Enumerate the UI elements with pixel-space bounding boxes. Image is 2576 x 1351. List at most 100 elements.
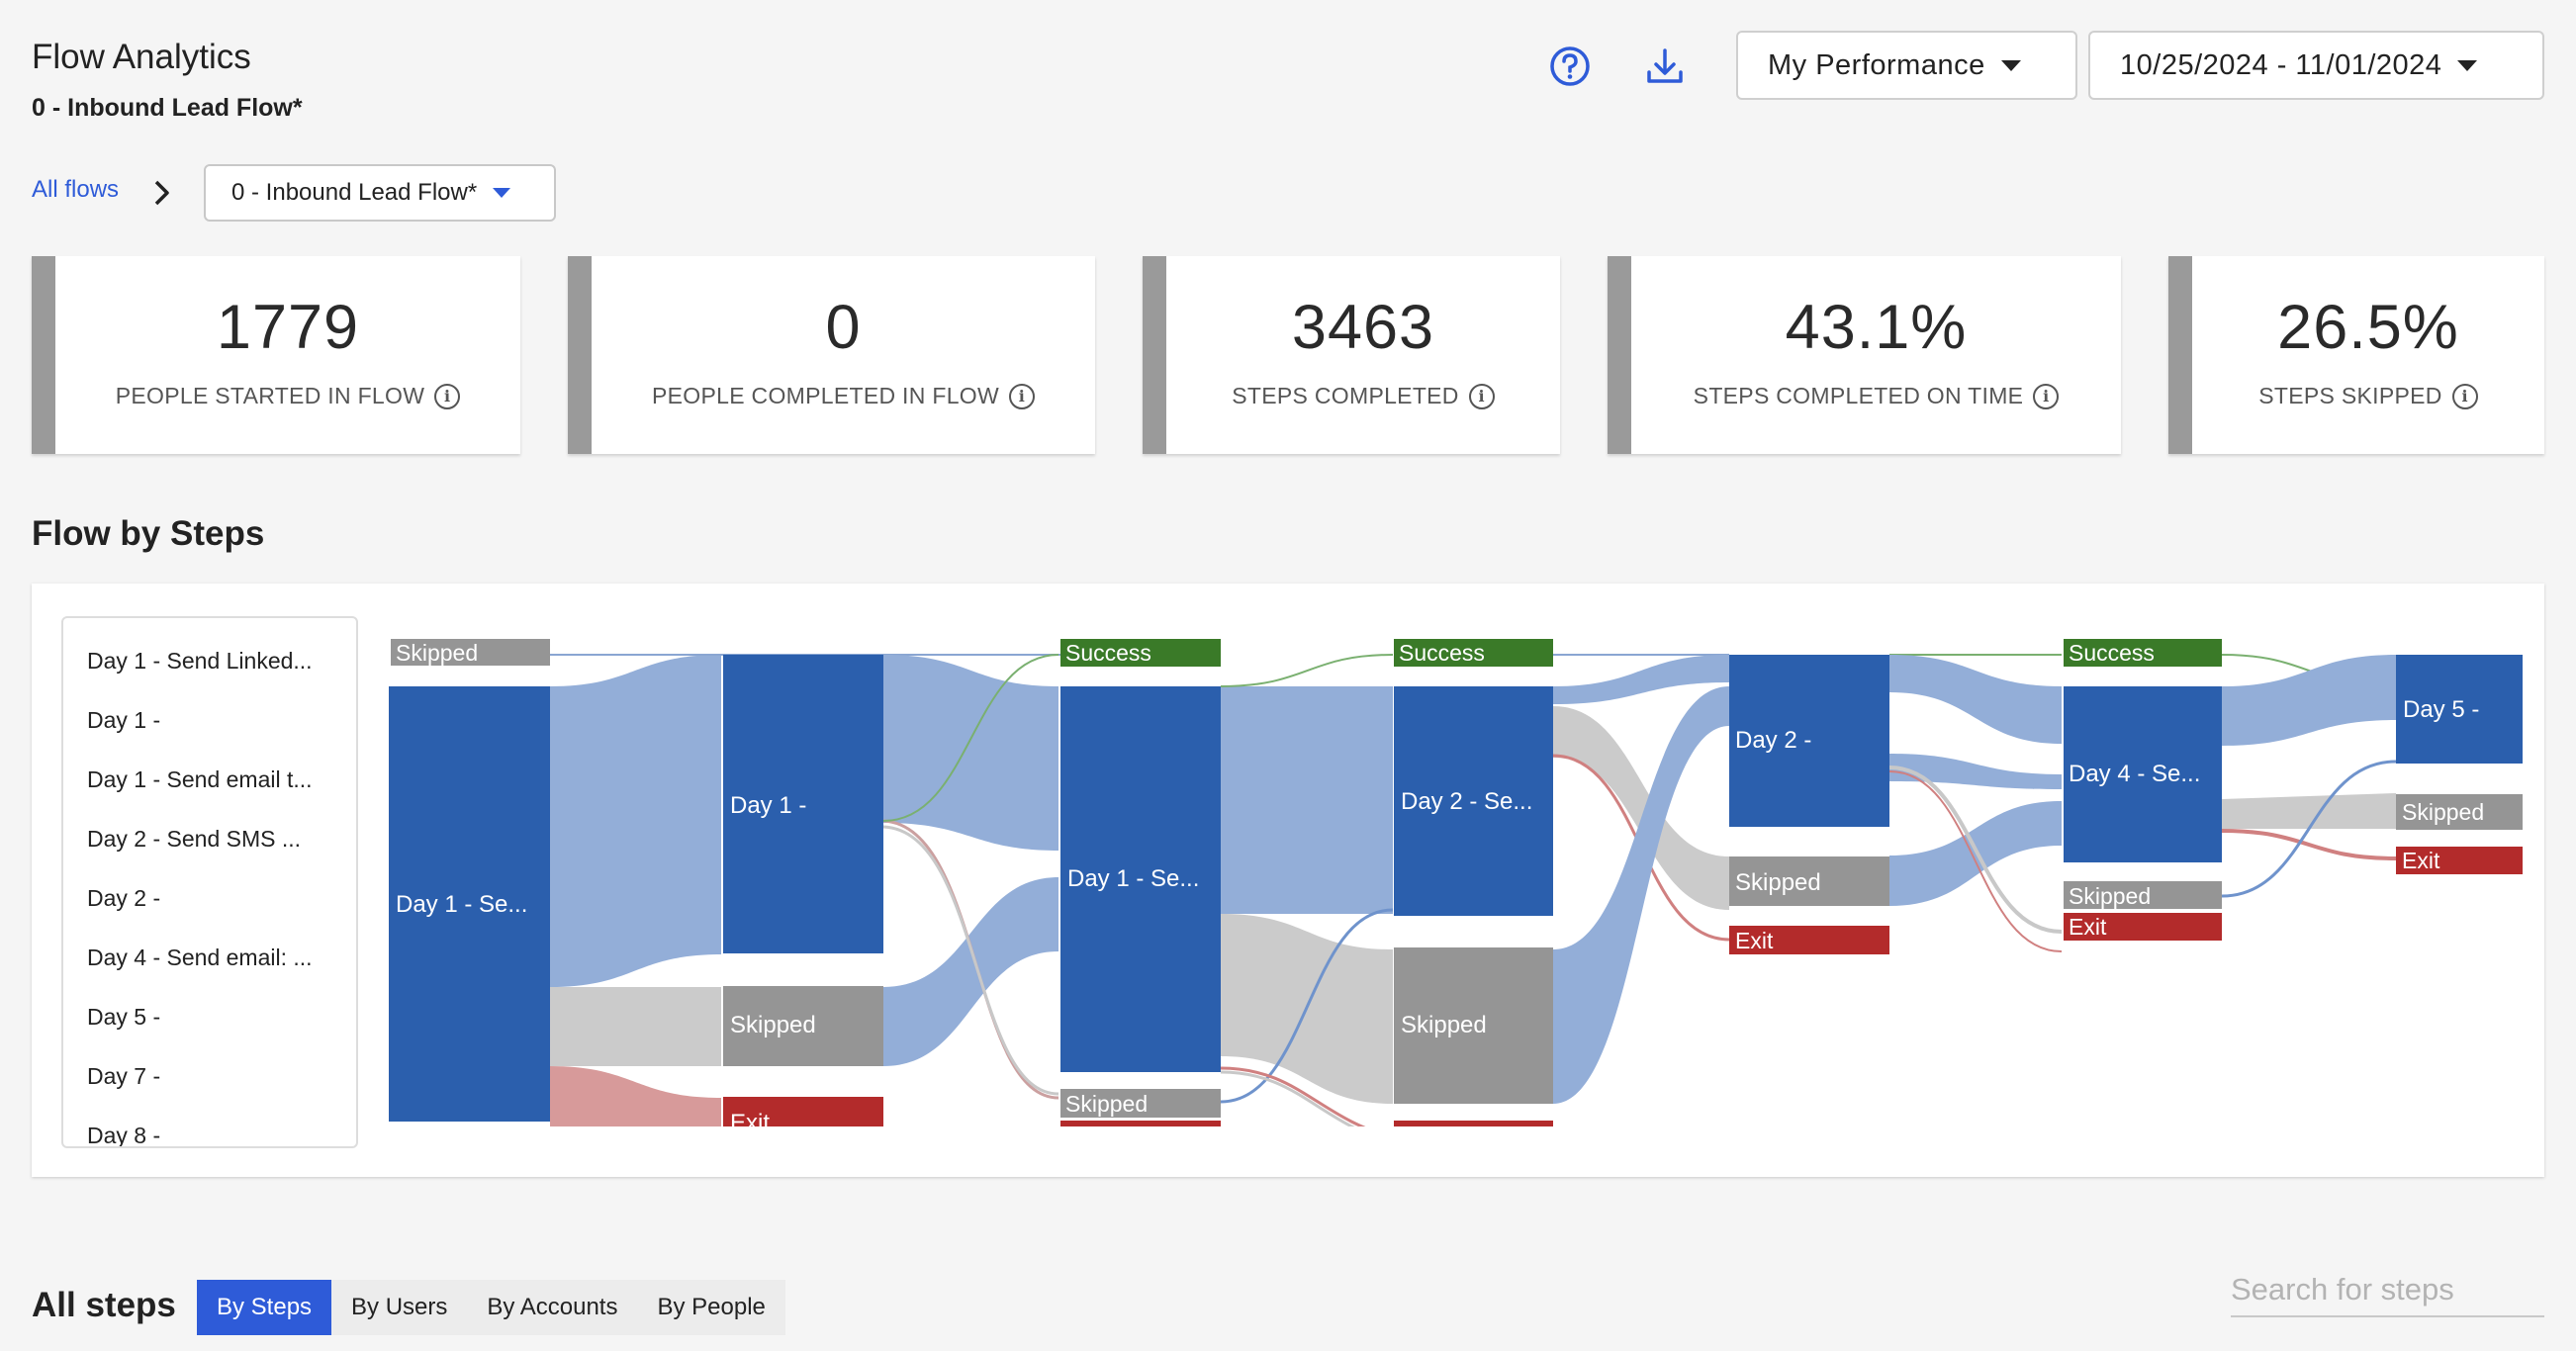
caret-down-icon xyxy=(493,188,511,198)
flow-panel: Day 1 - Send Linked... Day 1 - Day 1 - S… xyxy=(32,584,2544,1177)
sankey-node-skipped[interactable] xyxy=(1060,1089,1221,1118)
all-steps-title: All steps xyxy=(32,1286,176,1324)
sankey-link xyxy=(1553,686,1729,1104)
node-label-exit: Exit xyxy=(2069,914,2107,940)
kpi-people-started: 1779 PEOPLE STARTED IN FLOW i xyxy=(32,256,520,454)
node-label-day2-b: Day 2 - xyxy=(1735,727,1811,754)
chevron-right-icon xyxy=(154,180,169,206)
node-label-exit: Exit xyxy=(2402,848,2440,873)
sankey-link xyxy=(2222,655,2396,746)
sankey-node-exit[interactable] xyxy=(723,1097,883,1136)
node-label-day1-a: Day 1 - Se... xyxy=(396,891,527,918)
page-subtitle: 0 - Inbound Lead Flow* xyxy=(32,94,303,122)
all-flows-link[interactable]: All flows xyxy=(32,176,120,203)
sankey-node-success[interactable] xyxy=(1060,639,1221,667)
sankey-link xyxy=(883,877,1058,1066)
node-label-exit: Exit xyxy=(730,1110,770,1136)
sankey-node-day4[interactable] xyxy=(2064,686,2222,862)
step-list-item[interactable]: Day 8 - xyxy=(87,1123,161,1148)
sankey-link xyxy=(1220,654,1394,687)
sankey-link xyxy=(550,987,721,1066)
kpi-value: 0 xyxy=(825,293,862,362)
sankey-node-skipped[interactable] xyxy=(1394,947,1553,1104)
step-list-item[interactable]: Day 7 - xyxy=(87,1063,161,1089)
node-label-day1-b: Day 1 - xyxy=(730,792,806,819)
sankey-node-exit[interactable] xyxy=(2064,913,2222,941)
kpi-label-text: STEPS COMPLETED ON TIME xyxy=(1693,383,2024,408)
kpi-label-text: STEPS SKIPPED xyxy=(2258,383,2442,408)
sankey-link xyxy=(882,825,1059,1096)
sankey-link xyxy=(1888,766,2063,934)
sankey-link xyxy=(550,1066,721,1126)
info-icon[interactable]: i xyxy=(2033,383,2060,409)
sankey-link xyxy=(1889,655,2062,744)
sankey-link xyxy=(2221,829,2397,860)
sankey-node-exit[interactable] xyxy=(2396,847,2523,874)
node-label-success: Success xyxy=(2069,640,2155,666)
sankey-link xyxy=(1553,706,1729,910)
tab-by-people[interactable]: By People xyxy=(657,1294,766,1320)
download-button[interactable] xyxy=(1640,42,1690,91)
sankey-node-day2-b[interactable] xyxy=(1729,655,1889,827)
help-button[interactable] xyxy=(1545,42,1595,91)
step-list-item[interactable]: Day 2 - xyxy=(87,885,161,911)
sankey-node-skipped[interactable] xyxy=(2064,881,2222,909)
sankey-node-day1-b[interactable] xyxy=(723,655,883,953)
node-label-success: Success xyxy=(1065,640,1151,666)
step-list-item[interactable]: Day 1 - Send Linked... xyxy=(87,648,313,674)
sankey-node-skipped[interactable] xyxy=(391,639,550,666)
tab-by-accounts[interactable]: By Accounts xyxy=(487,1294,618,1320)
step-list-item[interactable]: Day 4 - Send email: ... xyxy=(87,945,313,970)
sankey-node-day1-a[interactable] xyxy=(389,686,550,1122)
kpi-value: 3463 xyxy=(1291,293,1435,362)
date-range-select[interactable]: 10/25/2024 - 11/01/2024 xyxy=(2088,31,2544,100)
flow-select-value: 0 - Inbound Lead Flow* xyxy=(231,179,478,206)
sankey-node-exit[interactable] xyxy=(1394,1121,1553,1128)
step-list-item[interactable]: Day 1 - xyxy=(87,707,161,733)
step-list[interactable]: Day 1 - Send Linked... Day 1 - Day 1 - S… xyxy=(61,616,358,1148)
sankey-link xyxy=(2222,793,2396,829)
info-icon[interactable]: i xyxy=(2451,383,2478,409)
tab-by-steps[interactable]: By Steps xyxy=(197,1280,332,1335)
caret-down-icon xyxy=(2000,59,2021,71)
node-label-skipped: Skipped xyxy=(1401,1012,1487,1038)
sankey-link xyxy=(882,654,1059,822)
sankey-link xyxy=(1889,754,2062,789)
kpi-label: PEOPLE STARTED IN FLOW i xyxy=(115,383,461,409)
kpi-label: STEPS COMPLETED ON TIME i xyxy=(1694,383,2060,409)
sankey-link xyxy=(550,655,721,987)
performance-select[interactable]: My Performance xyxy=(1736,31,2077,100)
step-list-item[interactable]: Day 2 - Send SMS ... xyxy=(87,826,302,852)
kpi-label-text: PEOPLE COMPLETED IN FLOW xyxy=(652,383,999,408)
node-label-day1-c: Day 1 - Se... xyxy=(1067,865,1199,892)
flow-select[interactable]: 0 - Inbound Lead Flow* xyxy=(204,164,556,222)
step-list-item[interactable]: Day 1 - Send email t... xyxy=(87,766,313,792)
step-list-item[interactable]: Day 5 - xyxy=(87,1004,161,1030)
sankey-node-day5[interactable] xyxy=(2396,655,2523,764)
sankey-node-success[interactable] xyxy=(2064,639,2222,667)
kpi-label: STEPS COMPLETED i xyxy=(1232,383,1495,409)
info-icon[interactable]: i xyxy=(434,383,461,409)
sankey-node-skipped[interactable] xyxy=(723,986,883,1066)
sankey-node-exit[interactable] xyxy=(1060,1121,1221,1126)
info-icon[interactable]: i xyxy=(1468,383,1495,409)
sankey-link xyxy=(2221,760,2397,898)
node-label-skipped: Skipped xyxy=(396,640,478,666)
sankey-node-day1-c[interactable] xyxy=(1060,686,1221,1072)
node-label-success: Success xyxy=(1399,640,1485,666)
tab-by-users[interactable]: By Users xyxy=(351,1294,448,1320)
flow-by-steps-title: Flow by Steps xyxy=(32,514,265,553)
sankey-node-day2-a[interactable] xyxy=(1394,686,1553,916)
sankey-node-skipped[interactable] xyxy=(1729,856,1889,906)
sankey-link xyxy=(1221,686,1393,914)
info-icon[interactable]: i xyxy=(1009,383,1035,409)
kpi-value: 26.5% xyxy=(2277,293,2459,362)
kpi-steps-on-time: 43.1% STEPS COMPLETED ON TIME i xyxy=(1608,256,2121,454)
sankey-node-skipped[interactable] xyxy=(2396,794,2523,830)
sankey-node-exit[interactable] xyxy=(1729,926,1889,954)
kpi-label: PEOPLE COMPLETED IN FLOW i xyxy=(652,383,1035,409)
kpi-people-completed: 0 PEOPLE COMPLETED IN FLOW i xyxy=(568,256,1095,454)
sankey-node-success[interactable] xyxy=(1394,639,1553,667)
kpi-label-text: PEOPLE STARTED IN FLOW xyxy=(115,383,425,408)
search-steps-input[interactable] xyxy=(2231,1264,2544,1317)
